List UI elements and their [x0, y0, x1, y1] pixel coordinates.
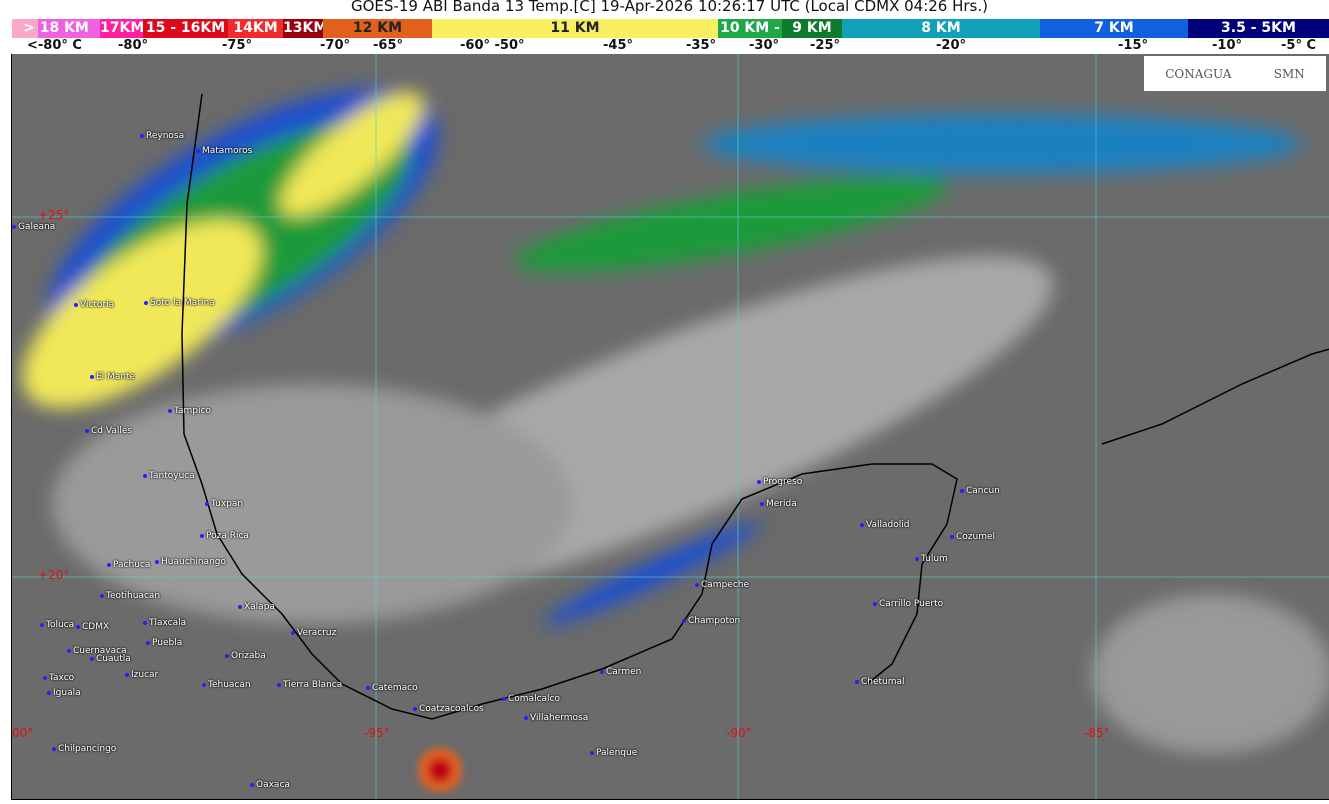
city-label: Oaxaca	[250, 780, 290, 790]
city-label: Carmen	[600, 667, 641, 677]
city-label: Tulum	[915, 554, 948, 564]
temperature-label: -20°	[936, 38, 966, 53]
legend-band: 17KM	[100, 19, 145, 38]
temperature-label: -15°	[1118, 38, 1148, 53]
satellite-map[interactable]: CONAGUA SMN +25° +20° -100° -95° -90° -85° Rey…	[11, 54, 1329, 800]
city-label: Palenque	[590, 748, 637, 758]
agency-logos: CONAGUA SMN	[1144, 56, 1326, 91]
legend-band: 11 KM	[432, 19, 718, 38]
conagua-logo: CONAGUA	[1165, 66, 1232, 81]
legend-band: > 18 KM	[12, 19, 100, 38]
temperature-label: -60° -50°	[460, 38, 525, 53]
city-label: Izucar	[125, 670, 158, 680]
temperature-label: -45°	[603, 38, 633, 53]
legend-band: 13KM	[283, 19, 328, 38]
city-label: Comalcalco	[502, 694, 560, 704]
city-label: Poza Rica	[200, 531, 249, 541]
temperature-label: -25°	[810, 38, 840, 53]
city-label: Soto la Marina	[144, 298, 215, 308]
city-label: Merida	[760, 499, 797, 509]
city-label: Campeche	[695, 580, 749, 590]
city-label: CDMX	[76, 622, 109, 632]
legend-band: 3.5 - 5KM	[1188, 19, 1329, 38]
city-label: Puebla	[146, 638, 182, 648]
longitude-label: -85°	[1084, 726, 1110, 740]
city-label: Pachuca	[107, 560, 150, 570]
color-scale-legend: > 18 KM 17KM 15 - 16KM 14KM 13KM 12 KM 11 KM 10…	[12, 19, 1329, 38]
legend-band: 15 - 16KM	[143, 19, 228, 38]
legend-band: 12 KM	[323, 19, 432, 38]
city-label: Veracruz	[291, 628, 336, 638]
city-label: Villahermosa	[524, 713, 588, 723]
legend-band: 9 KM	[782, 19, 842, 38]
legend-band: 14KM	[228, 19, 283, 38]
temperature-label: -75°	[222, 38, 252, 53]
city-label: Reynosa	[140, 131, 184, 141]
city-label: Coatzacoalcos	[413, 704, 484, 714]
city-label: Orizaba	[225, 651, 266, 661]
city-label: Galeana	[12, 222, 55, 232]
city-label: Toluca	[40, 620, 74, 630]
city-label: Cozumel	[950, 532, 995, 542]
city-label: Taxco	[43, 673, 74, 683]
city-label: Cuautla	[90, 654, 131, 664]
temperature-label: -70°	[320, 38, 350, 53]
temperature-label: -65°	[373, 38, 403, 53]
smn-logo: SMN	[1273, 66, 1305, 81]
latitude-label: +25°	[38, 208, 70, 222]
temperature-label: -80°	[118, 38, 148, 53]
city-label: Tehuacan	[202, 680, 251, 690]
image-title: GOES-19 ABI Banda 13 Temp.[C] 19-Apr-202…	[351, 0, 988, 15]
latitude-label: +20°	[38, 568, 70, 582]
city-label: Cancun	[960, 486, 1000, 496]
city-label: Progreso	[757, 477, 802, 487]
city-label: Valladolid	[860, 520, 909, 530]
city-label: Teotihuacan	[100, 591, 160, 601]
city-label: Tlaxcala	[143, 618, 186, 628]
city-label: Chetumal	[855, 677, 905, 687]
city-label: Iguala	[47, 688, 81, 698]
longitude-label: -95°	[364, 726, 390, 740]
longitude-label: -90°	[726, 726, 752, 740]
cloud-layer	[12, 54, 1329, 799]
city-label: Matamoros	[196, 146, 252, 156]
city-label: Tierra Blanca	[277, 680, 342, 690]
city-label: Tampico	[168, 406, 211, 416]
city-label: Chilpancingo	[52, 744, 116, 754]
city-label: Tantoyuca	[143, 471, 195, 481]
city-label: Champoton	[682, 616, 740, 626]
city-label: Cd Valles	[85, 426, 132, 436]
temperature-label: -30°	[749, 38, 779, 53]
city-label: Victoria	[74, 300, 114, 310]
city-label: Cuernavaca	[67, 646, 127, 656]
legend-band: 7 KM	[1040, 19, 1188, 38]
legend-band: 8 KM	[842, 19, 1040, 38]
legend-band: 10 KM -	[718, 19, 782, 38]
longitude-label: -100°	[11, 726, 34, 740]
city-label: Carrillo Puerto	[873, 599, 943, 609]
temperature-label: -10°	[1212, 38, 1242, 53]
temperature-label: -5° C	[1281, 38, 1317, 53]
city-label: Tuxpan	[205, 499, 243, 509]
city-label: Catemaco	[366, 683, 418, 693]
temperature-label: -35°	[686, 38, 716, 53]
city-label: El Mante	[90, 372, 135, 382]
city-label: Huauchinango	[155, 557, 226, 567]
city-label: Xalapa	[238, 602, 275, 612]
temperature-label: <-80° C	[27, 38, 82, 53]
